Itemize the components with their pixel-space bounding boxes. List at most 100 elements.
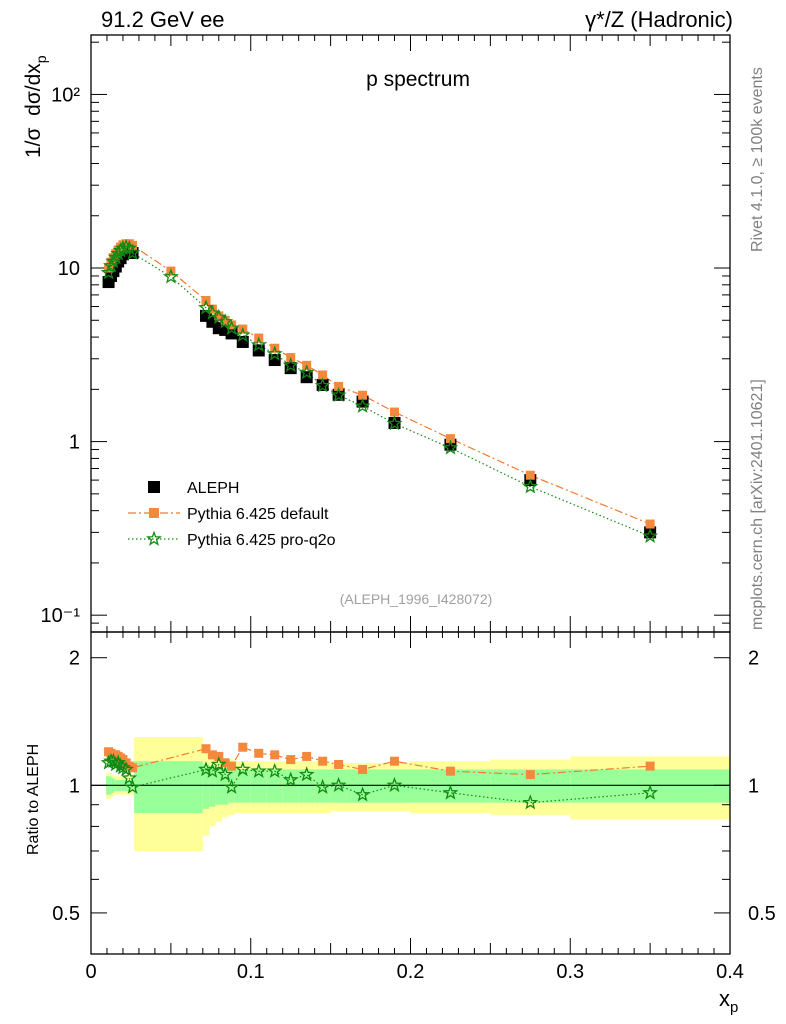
x-tick-label: 0.4 bbox=[716, 961, 744, 983]
ratio-y-tick-label-right: 0.5 bbox=[748, 903, 776, 925]
aleph-data-point bbox=[252, 344, 265, 357]
y-tick-label: 10⁻¹ bbox=[41, 605, 81, 627]
pythia-pro-q2o-point bbox=[234, 326, 251, 343]
pythia-pro-q2o-point bbox=[217, 313, 234, 329]
pythia-default-point bbox=[318, 370, 328, 380]
pythia-pro-q2o-point bbox=[223, 319, 240, 336]
inner-uncertainty-band bbox=[209, 766, 216, 807]
ratio-pythia-default-point bbox=[445, 766, 455, 776]
pythia-pro-q2o-point bbox=[314, 377, 331, 393]
legend-marker-pythia-pro-q2o bbox=[146, 530, 162, 546]
y-tick-label: 10 bbox=[58, 258, 80, 280]
header-left: 91.2 GeV ee bbox=[101, 7, 225, 32]
ratio-pythia-pro-q2o-point bbox=[250, 762, 267, 778]
ratio-pythia-default-point bbox=[286, 755, 296, 765]
ratio-pythia-pro-q2o-point bbox=[124, 778, 141, 794]
ratio-pythia-default-point bbox=[227, 761, 237, 771]
main-y-axis-label: 1/σ dσ/dxp bbox=[22, 55, 49, 158]
inner-uncertainty-band bbox=[378, 769, 411, 803]
pythia-pro-q2o-point bbox=[522, 478, 539, 494]
legend-star-shape bbox=[146, 530, 162, 546]
ratio-pythia-pro-q2o-point bbox=[314, 778, 331, 794]
ratio-plot-frame bbox=[90, 631, 731, 955]
main-axes: 10⁻¹ 1 10 10² bbox=[41, 35, 731, 633]
x-tick-label: 0 bbox=[85, 961, 96, 983]
pythia-pro-q2o-point bbox=[266, 345, 283, 361]
legend-marker-pythia-default bbox=[149, 508, 159, 518]
inner-uncertainty-band bbox=[314, 769, 331, 803]
inner-uncertainty-band bbox=[134, 761, 203, 814]
header-right: γ*/Z (Hadronic) bbox=[585, 7, 733, 32]
legend-label-pythia-default: Pythia 6.425 default bbox=[187, 506, 329, 523]
inner-uncertainty-band bbox=[215, 767, 222, 805]
ratio-pythia-default-point bbox=[390, 756, 400, 766]
ratio-pythia-pro-q2o-point bbox=[522, 794, 539, 810]
ratio-y-tick-label-right: 1 bbox=[748, 775, 759, 797]
ratio-pythia-default-point bbox=[302, 751, 312, 761]
ratio-pythia-default-point bbox=[318, 756, 328, 766]
ratio-pythia-pro-q2o-point bbox=[234, 761, 251, 777]
ratio-y-tick-label-right: 2 bbox=[748, 648, 759, 670]
plot-title: p spectrum bbox=[366, 68, 470, 91]
pythia-pro-q2o-point bbox=[354, 397, 371, 413]
ratio-pythia-pro-q2o-point bbox=[354, 786, 371, 802]
pythia-default-point bbox=[207, 304, 217, 314]
inner-uncertainty-band bbox=[266, 769, 283, 803]
inner-uncertainty-band bbox=[298, 769, 315, 803]
inner-uncertainty-band bbox=[250, 769, 267, 803]
ratio-pythia-pro-q2o-point bbox=[118, 761, 135, 777]
ratio-pythia-default-point bbox=[334, 759, 344, 769]
ratio-y-tick-label-left: 0.5 bbox=[52, 903, 80, 925]
ratio-series-layer bbox=[100, 742, 659, 810]
ratio-y-tick-label-left: 1 bbox=[69, 775, 80, 797]
ratio-pythia-pro-q2o-line bbox=[108, 760, 651, 804]
x-tick-label: 0.3 bbox=[556, 961, 584, 983]
mcplots-source-label: mcplots.cern.ch [arXiv:2401.10621] bbox=[749, 379, 766, 630]
ratio-pythia-pro-q2o-point bbox=[386, 776, 403, 793]
ratio-pythia-pro-q2o-point bbox=[298, 766, 315, 782]
ratio-pythia-pro-q2o-point bbox=[330, 776, 347, 793]
inner-uncertainty-band bbox=[330, 769, 347, 803]
pythia-pro-q2o-point bbox=[124, 244, 141, 260]
ratio-pythia-pro-q2o-point bbox=[121, 769, 138, 785]
ratio-pythia-pro-q2o-point bbox=[217, 766, 234, 782]
pythia-pro-q2o-point bbox=[386, 415, 403, 431]
inner-uncertainty-band bbox=[221, 767, 229, 805]
legend-label-pythia-pro-q2o: Pythia 6.425 pro-q2o bbox=[187, 532, 336, 549]
ratio-pythia-default-point bbox=[358, 764, 368, 774]
ratio-pythia-pro-q2o-point bbox=[266, 762, 283, 778]
ratio-axes: 0 0.1 0.2 0.3 0.4 0.5 0.5 1 1 2 2 bbox=[52, 632, 776, 983]
ratio-uncertainty-bands bbox=[91, 737, 730, 851]
y-tick-label: 1 bbox=[69, 432, 80, 454]
ratio-pythia-default-point bbox=[238, 742, 248, 752]
inner-uncertainty-band bbox=[234, 769, 251, 803]
x-axis-label: xp bbox=[719, 986, 738, 1016]
pythia-pro-q2o-point bbox=[162, 268, 179, 284]
pythia-default-point bbox=[358, 390, 368, 400]
pythia-default-point bbox=[227, 320, 237, 330]
pythia-pro-q2o-point bbox=[442, 439, 459, 455]
pythia-default-point bbox=[220, 315, 230, 325]
legend-label-aleph: ALEPH bbox=[187, 480, 239, 497]
inner-uncertainty-band bbox=[228, 769, 235, 803]
pythia-default-point bbox=[445, 434, 455, 444]
ratio-y-tick-label-left: 2 bbox=[69, 648, 80, 670]
pythia-pro-q2o-point bbox=[250, 336, 267, 352]
x-tick-label: 0.1 bbox=[237, 961, 265, 983]
analysis-watermark: (ALEPH_1996_I428072) bbox=[340, 591, 493, 607]
ratio-pythia-default-point bbox=[645, 761, 655, 771]
pythia-default-point bbox=[390, 407, 400, 417]
main-series-layer bbox=[100, 238, 659, 544]
pythia-pro-q2o-point bbox=[642, 527, 659, 544]
legend-marker-aleph bbox=[148, 481, 160, 493]
pythia-pro-q2o-point bbox=[298, 364, 315, 380]
ratio-pythia-default-point bbox=[525, 770, 535, 780]
inner-uncertainty-band bbox=[202, 764, 210, 809]
aleph-data-point bbox=[644, 526, 657, 539]
pythia-pro-q2o-point bbox=[282, 356, 299, 373]
ratio-pythia-default-point bbox=[254, 748, 264, 758]
legend: ALEPH Pythia 6.425 default Pythia 6.425 … bbox=[128, 480, 336, 549]
pythia-pro-q2o-point bbox=[330, 386, 347, 403]
pythia-default-point bbox=[645, 519, 655, 529]
